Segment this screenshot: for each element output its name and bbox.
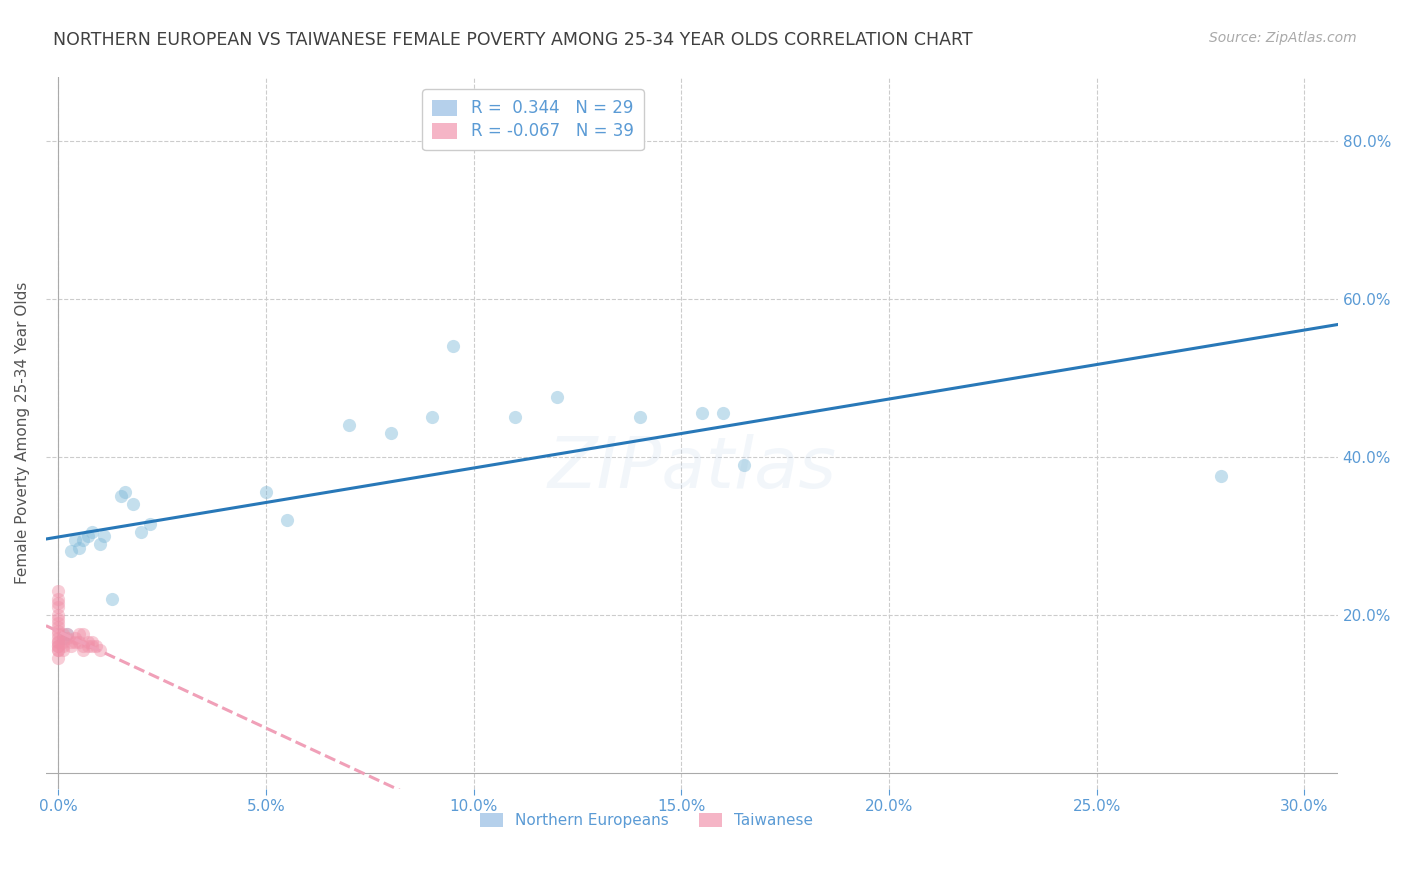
Point	[59, 544, 82, 558]
Point	[48, 640, 70, 654]
Point	[84, 640, 107, 654]
Point	[55, 632, 77, 646]
Point	[733, 458, 755, 472]
Point	[52, 635, 75, 649]
Point	[48, 632, 70, 646]
Point	[63, 632, 86, 646]
Point	[48, 619, 70, 633]
Point	[254, 485, 277, 500]
Point	[72, 533, 94, 547]
Point	[122, 497, 145, 511]
Point	[63, 635, 86, 649]
Point	[276, 513, 298, 527]
Legend: Northern Europeans, Taiwanese: Northern Europeans, Taiwanese	[474, 806, 820, 834]
Point	[48, 612, 70, 626]
Y-axis label: Female Poverty Among 25-34 Year Olds: Female Poverty Among 25-34 Year Olds	[15, 282, 30, 584]
Point	[1211, 469, 1233, 483]
Point	[80, 640, 103, 654]
Point	[48, 635, 70, 649]
Point	[114, 485, 136, 500]
Point	[48, 596, 70, 610]
Text: ZIPatlas: ZIPatlas	[547, 434, 837, 503]
Point	[72, 643, 94, 657]
Point	[80, 524, 103, 539]
Point	[93, 529, 115, 543]
Point	[52, 643, 75, 657]
Point	[48, 615, 70, 630]
Point	[48, 643, 70, 657]
Point	[67, 627, 90, 641]
Point	[139, 516, 162, 531]
Point	[59, 640, 82, 654]
Point	[89, 643, 111, 657]
Point	[441, 339, 464, 353]
Point	[52, 640, 75, 654]
Point	[711, 406, 734, 420]
Point	[48, 607, 70, 622]
Point	[48, 627, 70, 641]
Point	[76, 529, 98, 543]
Point	[101, 591, 124, 606]
Point	[628, 410, 651, 425]
Point	[48, 584, 70, 599]
Point	[72, 640, 94, 654]
Point	[59, 635, 82, 649]
Point	[48, 591, 70, 606]
Point	[380, 425, 402, 440]
Text: NORTHERN EUROPEAN VS TAIWANESE FEMALE POVERTY AMONG 25-34 YEAR OLDS CORRELATION : NORTHERN EUROPEAN VS TAIWANESE FEMALE PO…	[53, 31, 973, 49]
Point	[72, 627, 94, 641]
Point	[131, 524, 153, 539]
Point	[48, 651, 70, 665]
Point	[48, 599, 70, 614]
Point	[110, 489, 132, 503]
Text: Source: ZipAtlas.com: Source: ZipAtlas.com	[1209, 31, 1357, 45]
Point	[48, 624, 70, 638]
Point	[48, 640, 70, 654]
Point	[690, 406, 713, 420]
Point	[546, 391, 568, 405]
Point	[55, 627, 77, 641]
Point	[503, 410, 526, 425]
Point	[67, 635, 90, 649]
Point	[63, 533, 86, 547]
Point	[420, 410, 443, 425]
Point	[76, 635, 98, 649]
Point	[48, 643, 70, 657]
Point	[89, 536, 111, 550]
Point	[55, 627, 77, 641]
Point	[52, 627, 75, 641]
Point	[48, 635, 70, 649]
Point	[76, 640, 98, 654]
Point	[67, 541, 90, 555]
Point	[80, 635, 103, 649]
Point	[337, 418, 360, 433]
Point	[52, 632, 75, 646]
